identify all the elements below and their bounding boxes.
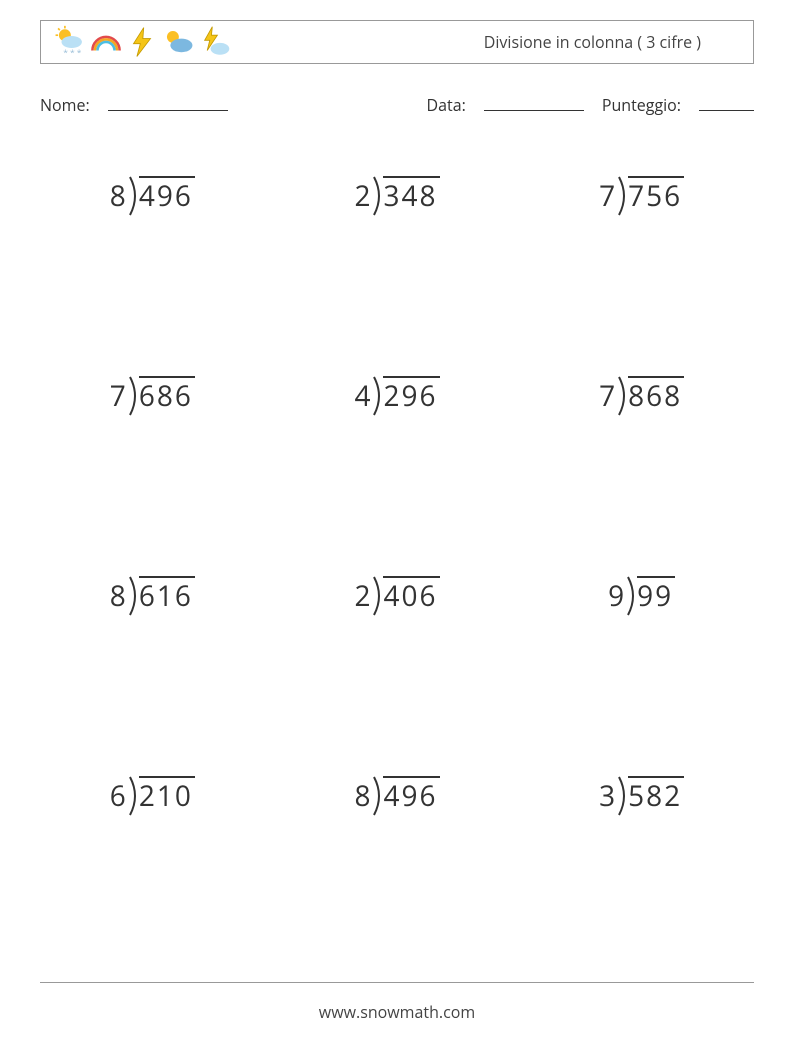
long-division-bracket-icon [128,176,142,216]
divisor: 7 [599,376,615,410]
division-problem: 7 686 [110,376,195,416]
divisor: 2 [354,576,370,610]
divisor: 6 [110,776,126,810]
long-division-bracket-icon [128,376,142,416]
division-problem: 8 616 [110,576,195,616]
long-division-bracket-icon [128,776,142,816]
divisor: 4 [354,376,370,410]
dividend: 496 [139,176,195,210]
dividend: 348 [383,176,439,210]
score-label: Punteggio: [602,94,681,116]
worksheet-title: Divisione in colonna ( 3 cifre ) [484,31,741,53]
info-row: Nome: Data: Punteggio: [40,92,754,116]
long-division-bracket-icon [372,576,386,616]
division-problem: 7 756 [599,176,684,216]
long-division-bracket-icon [128,576,142,616]
divisor: 2 [354,176,370,210]
problem-cell: 8 496 [30,156,275,356]
divisor: 8 [354,776,370,810]
problem-cell: 2 406 [275,556,520,756]
header-banner: * * * [40,20,754,64]
name-label: Nome: [40,94,90,116]
name-blank[interactable] [108,92,228,111]
problem-cell: 6 210 [30,756,275,956]
date-blank[interactable] [484,92,584,111]
problem-cell: 999 [519,556,764,756]
long-division-bracket-icon [372,776,386,816]
svg-text:*: * [63,48,68,59]
division-problem: 999 [608,576,675,616]
dividend: 686 [139,376,195,410]
footer-url: www.snowmath.com [0,1001,794,1023]
long-division-bracket-icon [372,176,386,216]
long-division-bracket-icon [617,176,631,216]
score-blank[interactable] [699,92,754,111]
dividend: 868 [628,376,684,410]
divisor: 7 [599,176,615,210]
dividend: 296 [383,376,439,410]
problem-cell: 8 616 [30,556,275,756]
sun-cloud-snow-icon: * * * [53,25,87,59]
date-label: Data: [427,94,466,116]
dividend: 616 [139,576,195,610]
problem-cell: 4 296 [275,356,520,556]
dividend: 496 [383,776,439,810]
divisor: 3 [599,776,615,810]
bolt-cloud-icon [197,25,231,59]
divisor: 7 [110,376,126,410]
division-problem: 6 210 [110,776,195,816]
sun-cloud-icon [161,25,195,59]
division-problem: 2 348 [354,176,439,216]
division-problem: 8 496 [110,176,195,216]
worksheet-page: * * * [0,0,794,1053]
long-division-bracket-icon [617,376,631,416]
long-division-bracket-icon [617,776,631,816]
problem-cell: 7 686 [30,356,275,556]
lightning-bolt-icon [125,25,159,59]
svg-text:*: * [70,48,75,59]
dividend: 99 [637,576,675,610]
problem-cell: 3 582 [519,756,764,956]
divisor: 8 [110,176,126,210]
division-problem: 7 868 [599,376,684,416]
svg-text:*: * [77,48,82,59]
footer-divider [40,982,754,983]
long-division-bracket-icon [626,576,640,616]
division-problem: 3 582 [599,776,684,816]
division-problem: 8 496 [354,776,439,816]
problem-cell: 7 868 [519,356,764,556]
long-division-bracket-icon [372,376,386,416]
division-problem: 2 406 [354,576,439,616]
dividend: 406 [383,576,439,610]
dividend: 210 [139,776,195,810]
problems-grid: 8496234877567686429678688616240699962108… [20,156,774,956]
rainbow-icon [89,25,123,59]
weather-icons-row: * * * [53,25,231,59]
division-problem: 4 296 [354,376,439,416]
problem-cell: 2 348 [275,156,520,356]
divisor: 9 [608,576,624,610]
dividend: 582 [628,776,684,810]
divisor: 8 [110,576,126,610]
problem-cell: 7 756 [519,156,764,356]
problem-cell: 8 496 [275,756,520,956]
dividend: 756 [628,176,684,210]
